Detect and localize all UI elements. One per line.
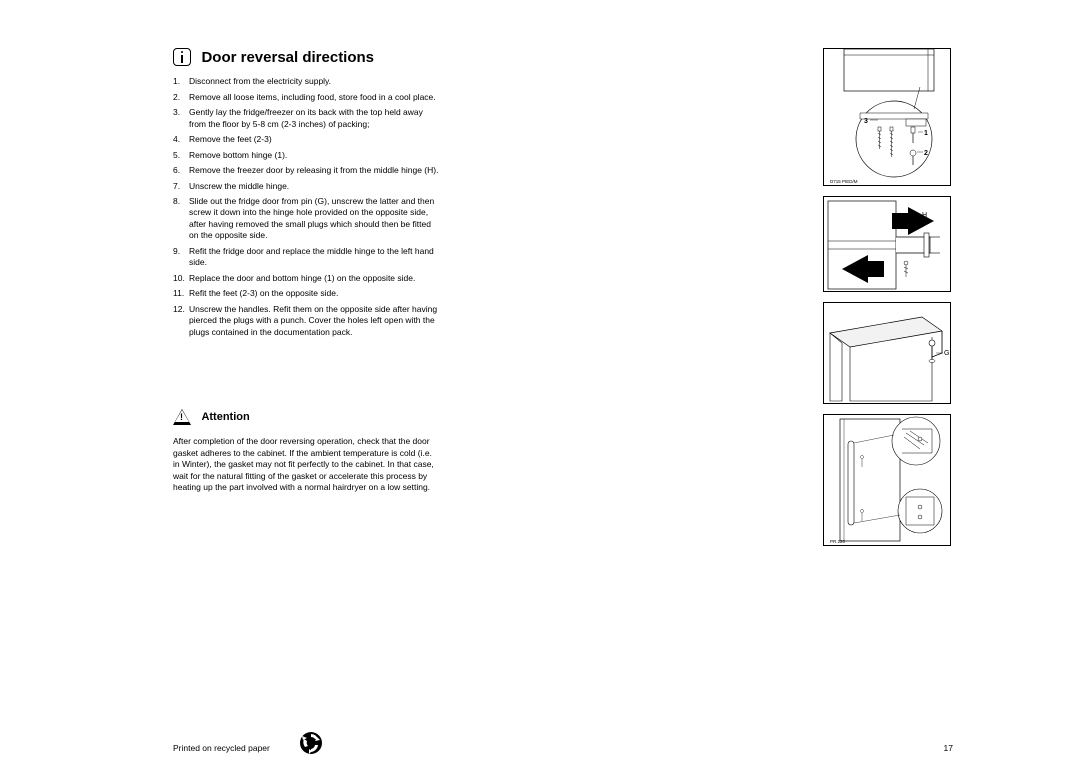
diagram-middle-hinge: H (823, 196, 951, 292)
recycle-icon (299, 731, 323, 755)
heading-row: Door reversal directions (173, 48, 439, 66)
page-title: Door reversal directions (201, 49, 374, 66)
step: Remove all loose items, including food, … (173, 92, 439, 103)
step: Remove bottom hinge (1). (173, 150, 439, 161)
step: Slide out the fridge door from pin (G), … (173, 196, 439, 242)
diagram2-labelH: H (922, 212, 927, 219)
step: Remove the freezer door by releasing it … (173, 165, 439, 176)
info-icon (173, 48, 191, 66)
step: Refit the fridge door and replace the mi… (173, 246, 439, 269)
step: Unscrew the handles. Refit them on the o… (173, 304, 439, 338)
step: Gently lay the fridge/freezer on its bac… (173, 107, 439, 130)
step: Remove the feet (2-3) (173, 134, 439, 145)
step: Unscrew the middle hinge. (173, 181, 439, 192)
diagram1-label3: 3 (864, 118, 868, 125)
diagram-top-pin: G (823, 302, 951, 404)
attention-section: Attention After completion of the door r… (173, 408, 439, 493)
diagram-bottom-hinge: 3 1 2 D715 PIED/M (823, 48, 951, 186)
diagram4-caption: PR 220 (830, 539, 846, 544)
warning-icon (173, 409, 191, 425)
attention-text: After completion of the door reversing o… (173, 436, 439, 493)
page-number: 17 (944, 743, 953, 753)
diagram1-label2: 2 (924, 150, 928, 157)
instructions-list: Disconnect from the electricity supply. … (173, 76, 439, 338)
attention-heading: Attention (201, 411, 249, 423)
diagram1-caption: D715 PIED/M (830, 179, 858, 184)
step: Disconnect from the electricity supply. (173, 76, 439, 87)
step: Replace the door and bottom hinge (1) on… (173, 273, 439, 284)
step: Refit the feet (2-3) on the opposite sid… (173, 288, 439, 299)
diagram1-label1: 1 (924, 130, 928, 137)
diagram3-labelG: G (944, 350, 949, 357)
diagram-handle: PR 220 (823, 414, 951, 546)
footer-text: Printed on recycled paper (173, 743, 270, 753)
